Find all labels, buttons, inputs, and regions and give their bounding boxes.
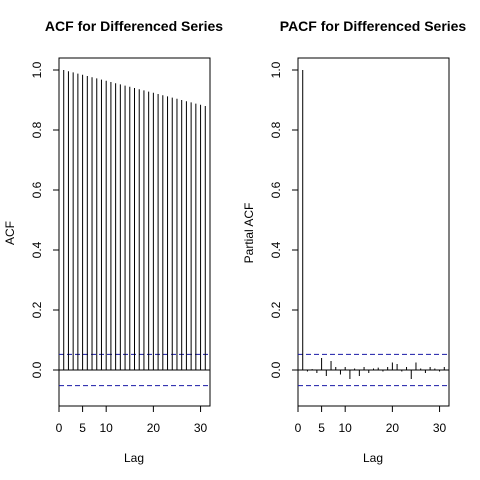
acf-xlabel: Lag	[124, 451, 144, 465]
acf-ytick-label-4: 0.8	[30, 121, 44, 138]
acf-ytick-label-3: 0.6	[30, 181, 44, 198]
acf-ytick-label-2: 0.4	[30, 241, 44, 258]
acf-ylabel: ACF	[3, 221, 17, 245]
acf-panel: ACF for Differenced Series 0 5 10 20 30 0.0 0.…	[3, 18, 223, 465]
pacf-plot-frame	[297, 57, 450, 407]
acf-ytick-label-1: 0.2	[30, 301, 44, 318]
pacf-ytick-label-3: 0.6	[269, 181, 283, 198]
acf-plot-frame	[58, 57, 211, 407]
acf-ytick-label-5: 1.0	[30, 61, 44, 78]
acf-plot-area: 0 5 10 20 30 0.0 0.2 0.4 0.6 0.8 1.0	[30, 57, 211, 435]
pacf-ytick-label-0: 0.0	[269, 361, 283, 378]
pacf-ytick-label-4: 0.8	[269, 121, 283, 138]
acf-xtick-label-5: 5	[79, 421, 86, 435]
pacf-xtick-label-20: 20	[386, 421, 400, 435]
pacf-xtick-label-5: 5	[318, 421, 325, 435]
pacf-xtick-label-30: 30	[433, 421, 447, 435]
pacf-xtick-label-10: 10	[339, 421, 353, 435]
acf-xtick-label-30: 30	[194, 421, 208, 435]
pacf-xlabel: Lag	[363, 451, 383, 465]
acf-ytick-label-0: 0.0	[30, 361, 44, 378]
pacf-ytick-label-5: 1.0	[269, 61, 283, 78]
pacf-panel: PACF for Differenced Series 0 5 10 20 300.00…	[242, 18, 466, 465]
pacf-title: PACF for Differenced Series	[280, 18, 467, 34]
pacf-plot-area: 0 5 10 20 30 0.0 0.2 0.4 0.6 0.8 1.0	[269, 57, 450, 435]
acf-xtick-label-20: 20	[147, 421, 161, 435]
pacf-ylabel: Partial ACF	[242, 203, 256, 264]
acf-title: ACF for Differenced Series	[45, 18, 223, 34]
pacf-ytick-label-1: 0.2	[269, 301, 283, 318]
acf-xtick-label-10: 10	[100, 421, 114, 435]
pacf-xtick-label-0: 0	[295, 421, 302, 435]
pacf-ytick-label-2: 0.4	[269, 241, 283, 258]
acf-xtick-label-0: 0	[56, 421, 63, 435]
